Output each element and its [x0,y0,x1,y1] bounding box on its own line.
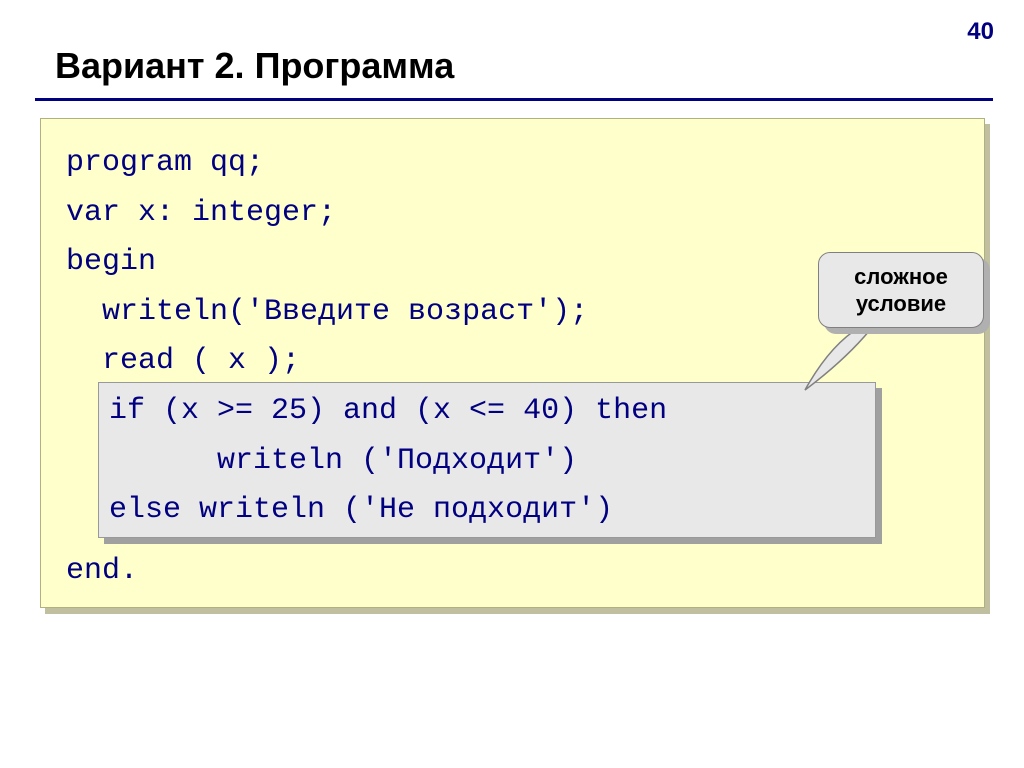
callout-box: сложное условие [818,252,984,328]
callout-tail-icon [800,325,880,395]
code-line: end. [66,547,959,597]
callout-text-line: сложное [854,264,948,289]
inner-code-line: writeln ('Подходит') [109,437,865,487]
page-number: 40 [967,18,994,46]
inner-code-line: if (x >= 25) and (x <= 40) then [109,387,865,437]
inner-code-line: else writeln ('Не подходит') [109,486,865,536]
callout-text-line: условие [856,291,946,316]
slide-title: Вариант 2. Программа [55,45,454,87]
inner-code-block: if (x >= 25) and (x <= 40) then writeln … [98,382,876,538]
title-underline [35,98,993,101]
code-line: program qq; [66,139,959,189]
code-line: var x: integer; [66,189,959,239]
